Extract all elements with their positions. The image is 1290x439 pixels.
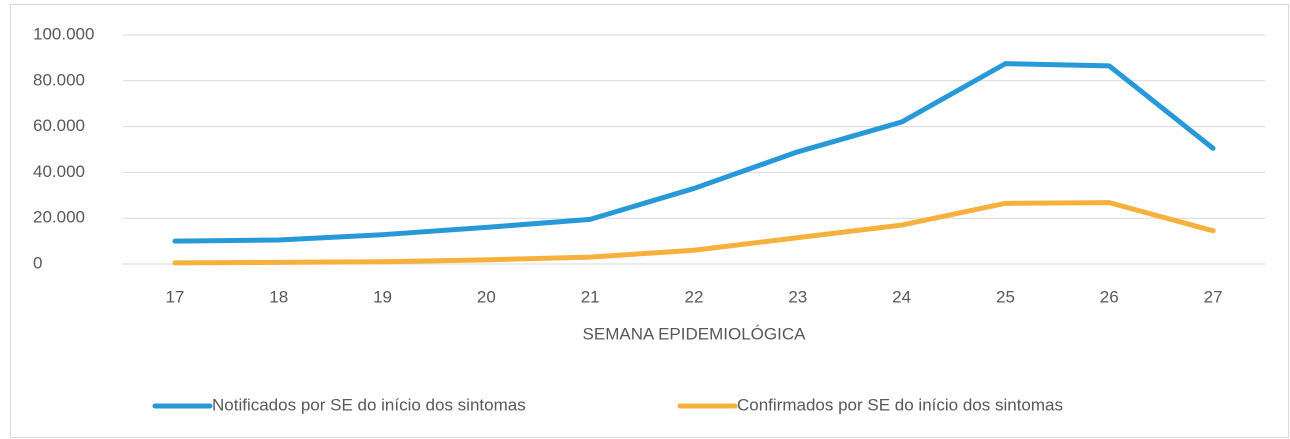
y-tick-label: 100.000 xyxy=(33,24,94,43)
y-tick-label: 0 xyxy=(33,253,42,272)
x-tick-label: 25 xyxy=(996,287,1015,306)
legend-label: Notificados por SE do início dos sintoma… xyxy=(212,395,526,414)
legend-label: Confirmados por SE do início dos sintoma… xyxy=(737,395,1063,414)
y-tick-label: 20.000 xyxy=(33,208,85,227)
x-axis-title: SEMANA EPIDEMIOLÓGICA xyxy=(583,324,807,343)
series-line xyxy=(172,200,1216,266)
x-tick-label: 17 xyxy=(165,287,184,306)
x-tick-label: 18 xyxy=(269,287,288,306)
x-tick-label: 20 xyxy=(477,287,496,306)
y-tick-label: 40.000 xyxy=(33,162,85,181)
x-tick-label: 26 xyxy=(1100,287,1119,306)
x-tick-label: 22 xyxy=(685,287,704,306)
x-tick-label: 23 xyxy=(788,287,807,306)
x-tick-label: 19 xyxy=(373,287,392,306)
y-tick-label: 60.000 xyxy=(33,116,85,135)
x-tick-label: 24 xyxy=(892,287,911,306)
series-line xyxy=(172,61,1216,244)
y-tick-label: 80.000 xyxy=(33,70,85,89)
x-tick-label: 21 xyxy=(581,287,600,306)
x-tick-label: 27 xyxy=(1204,287,1223,306)
chart-frame xyxy=(10,4,1289,438)
